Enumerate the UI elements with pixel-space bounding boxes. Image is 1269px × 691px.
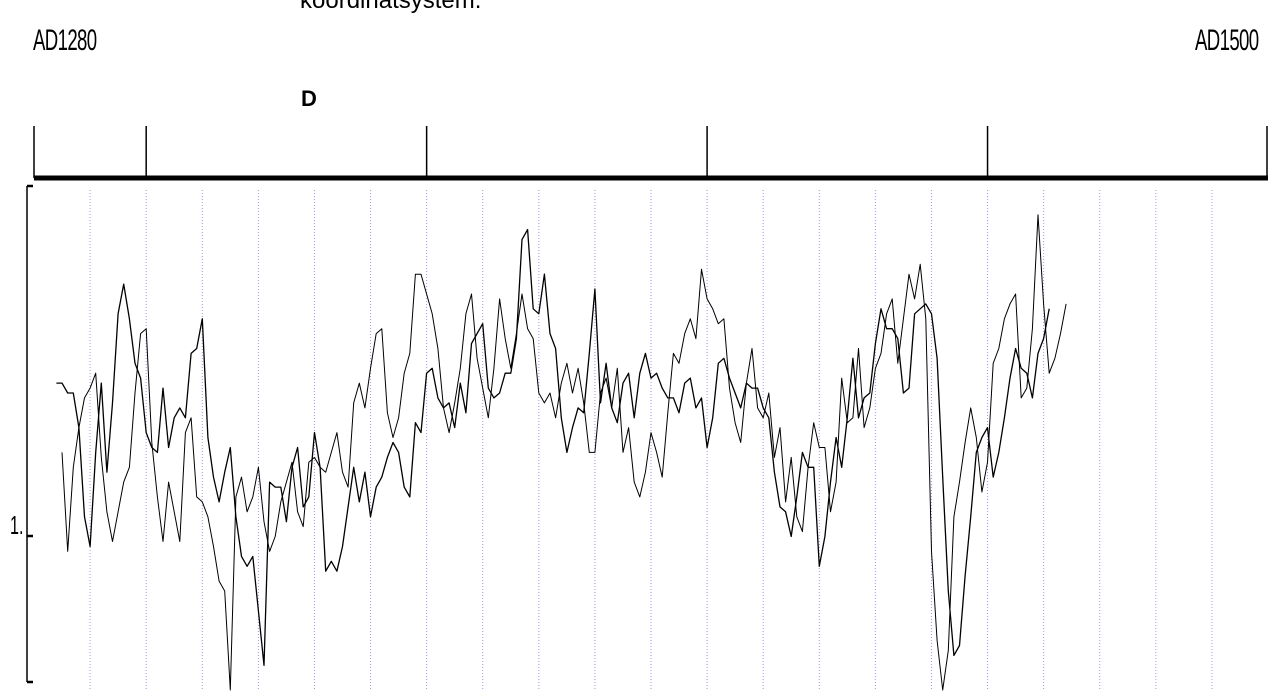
- start-year-label: AD1280: [33, 24, 97, 57]
- end-year-label: AD1500: [1195, 24, 1259, 57]
- series-line: [61, 214, 1067, 691]
- series-line: [56, 228, 1050, 666]
- y-tick-label: 1.: [10, 510, 24, 540]
- panel-letter: D: [301, 86, 317, 111]
- body-text-line: koordinatsystem.: [300, 0, 482, 14]
- grid-lines: [89, 190, 1213, 691]
- body-text: koordinatsystem.: [300, 0, 481, 16]
- time-axis: [26, 126, 1268, 684]
- series-lines: [56, 214, 1067, 691]
